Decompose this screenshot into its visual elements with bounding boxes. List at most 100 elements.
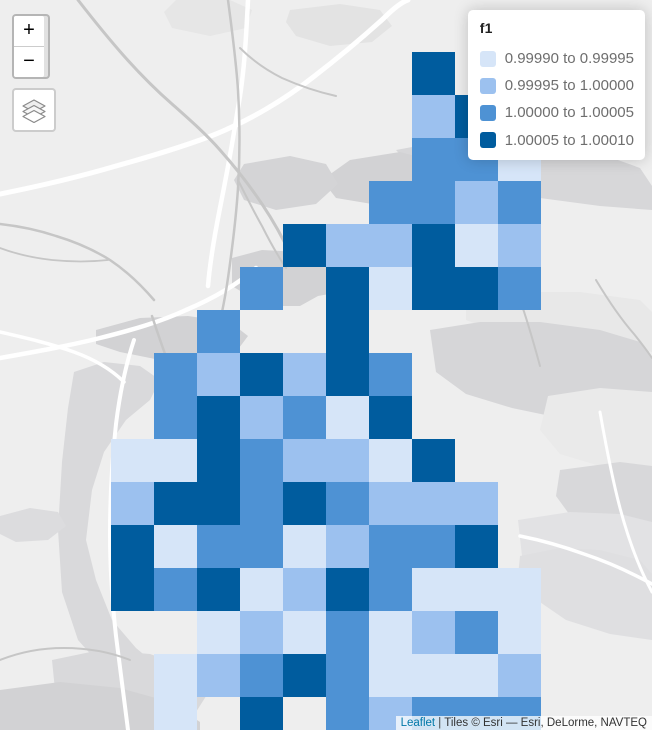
grid-cell[interactable] [283,568,326,611]
grid-cell[interactable] [326,353,369,396]
grid-cell[interactable] [369,181,412,224]
grid-cell[interactable] [455,482,498,525]
grid-cell[interactable] [240,267,283,310]
grid-cell[interactable] [111,439,154,482]
grid-cell[interactable] [197,396,240,439]
grid-cell[interactable] [369,568,412,611]
grid-cell[interactable] [326,611,369,654]
grid-cell[interactable] [369,353,412,396]
grid-cell[interactable] [369,525,412,568]
legend-swatch [479,105,496,122]
grid-cell[interactable] [197,654,240,697]
grid-cell[interactable] [326,439,369,482]
grid-cell[interactable] [197,310,240,353]
grid-cell[interactable] [197,353,240,396]
grid-cell[interactable] [498,654,541,697]
grid-cell[interactable] [498,568,541,611]
grid-cell[interactable] [412,52,455,95]
grid-cell[interactable] [455,611,498,654]
grid-cell[interactable] [240,353,283,396]
grid-cell[interactable] [369,654,412,697]
grid-cell[interactable] [455,181,498,224]
grid-cell[interactable] [412,525,455,568]
grid-cell[interactable] [412,138,455,181]
grid-cell[interactable] [369,439,412,482]
grid-cell[interactable] [412,568,455,611]
grid-cell[interactable] [283,654,326,697]
grid-cell[interactable] [283,224,326,267]
grid-cell[interactable] [283,611,326,654]
grid-cell[interactable] [412,611,455,654]
grid-cell[interactable] [283,396,326,439]
grid-cell[interactable] [240,439,283,482]
leaflet-link[interactable]: Leaflet [400,717,436,729]
grid-cell[interactable] [369,482,412,525]
grid-cell[interactable] [154,525,197,568]
grid-cell[interactable] [369,611,412,654]
grid-cell[interactable] [154,396,197,439]
grid-cell[interactable] [154,439,197,482]
legend-label: 1.00005 to 1.00010 [504,131,634,149]
grid-cell[interactable] [240,697,283,730]
zoom-in-button[interactable]: + [14,16,44,47]
grid-cell[interactable] [326,654,369,697]
grid-cell[interactable] [455,654,498,697]
grid-cell[interactable] [326,310,369,353]
grid-cell[interactable] [283,439,326,482]
zoom-control[interactable]: + − [12,14,50,79]
grid-cell[interactable] [240,611,283,654]
grid-cell[interactable] [455,224,498,267]
grid-cell[interactable] [154,654,197,697]
grid-cell[interactable] [197,525,240,568]
grid-cell[interactable] [498,267,541,310]
grid-cell[interactable] [326,224,369,267]
grid-cell[interactable] [283,525,326,568]
grid-cell[interactable] [154,697,197,730]
grid-cell[interactable] [326,697,369,730]
grid-cell[interactable] [412,439,455,482]
grid-cell[interactable] [111,482,154,525]
grid-cell[interactable] [111,525,154,568]
layers-control-button[interactable] [12,88,56,132]
grid-cell[interactable] [498,224,541,267]
grid-cell[interactable] [111,568,154,611]
grid-cell[interactable] [369,267,412,310]
grid-cell[interactable] [455,267,498,310]
grid-cell[interactable] [412,654,455,697]
grid-cell[interactable] [326,267,369,310]
zoom-out-button[interactable]: − [14,47,44,77]
legend-title: f1 [479,20,493,36]
grid-cell[interactable] [326,568,369,611]
grid-cell[interactable] [240,568,283,611]
grid-cell[interactable] [369,224,412,267]
grid-cell[interactable] [326,482,369,525]
grid-cell[interactable] [240,396,283,439]
grid-cell[interactable] [197,611,240,654]
grid-cell[interactable] [283,482,326,525]
grid-cell[interactable] [197,568,240,611]
grid-cell[interactable] [326,396,369,439]
grid-cell[interactable] [369,396,412,439]
grid-cell[interactable] [455,525,498,568]
grid-cell[interactable] [197,482,240,525]
grid-cell[interactable] [154,353,197,396]
grid-cell[interactable] [498,611,541,654]
grid-cell[interactable] [412,95,455,138]
grid-cell[interactable] [412,482,455,525]
grid-cell[interactable] [412,224,455,267]
grid-cell[interactable] [240,525,283,568]
grid-cell[interactable] [240,654,283,697]
grid-cell[interactable] [240,482,283,525]
grid-cell[interactable] [326,525,369,568]
grid-cell[interactable] [412,267,455,310]
grid-cell[interactable] [154,482,197,525]
legend-row: 1.00005 to 1.00010 [479,130,634,151]
grid-cell[interactable] [455,568,498,611]
grid-cell[interactable] [498,181,541,224]
grid-cell[interactable] [154,568,197,611]
grid-cell[interactable] [412,181,455,224]
grid-cell[interactable] [283,353,326,396]
grid-cell[interactable] [197,439,240,482]
